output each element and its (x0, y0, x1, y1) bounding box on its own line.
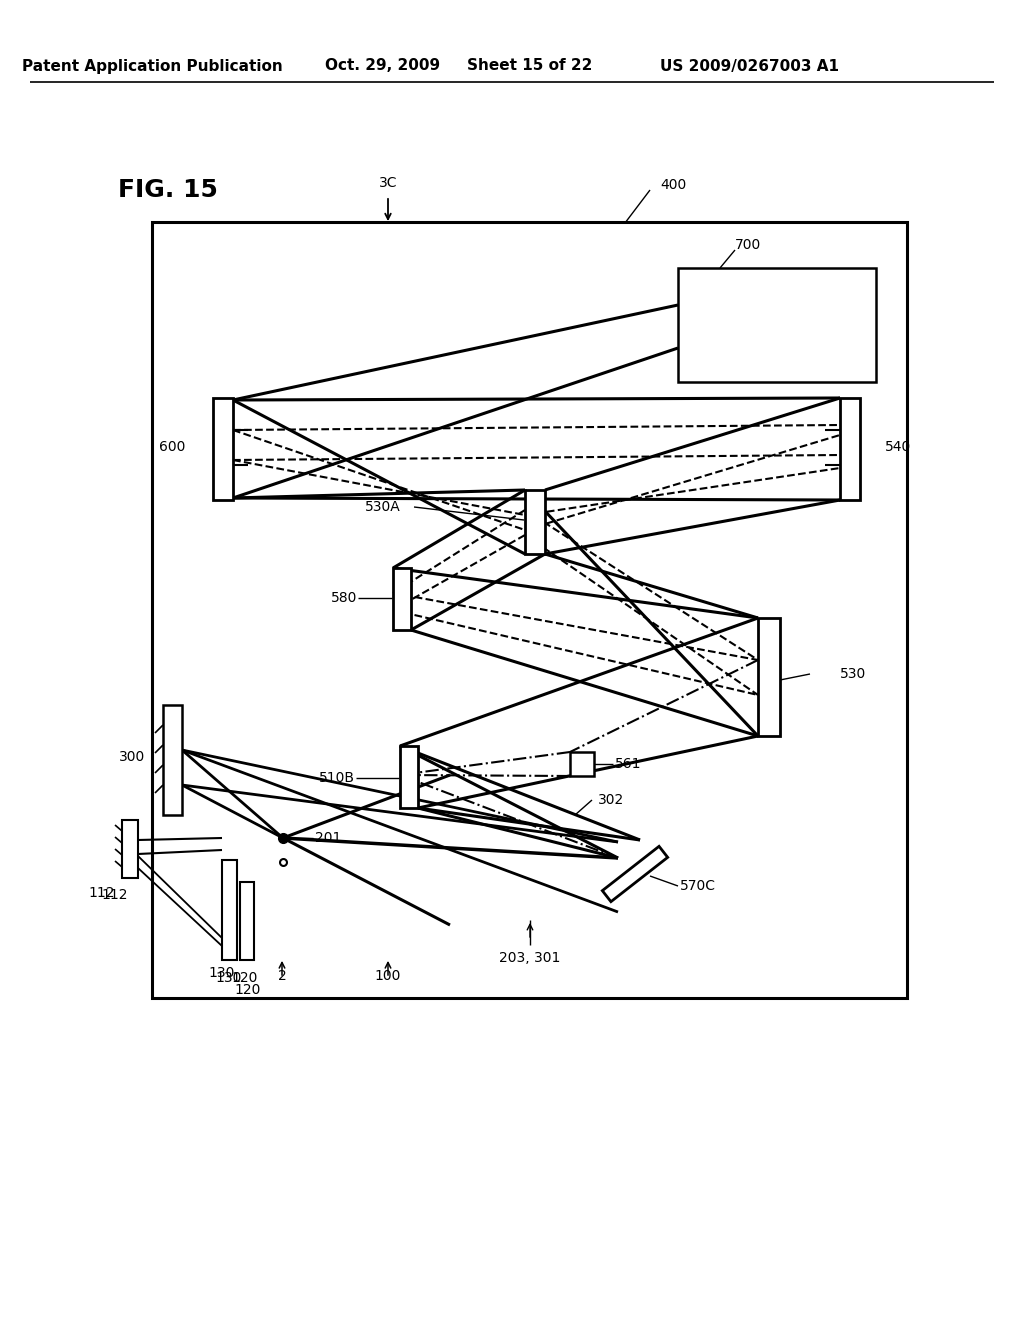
Text: 2: 2 (278, 969, 287, 983)
Text: 120: 120 (234, 983, 261, 997)
Text: Patent Application Publication: Patent Application Publication (22, 58, 283, 74)
Text: 130: 130 (216, 972, 243, 985)
Text: 530A: 530A (365, 500, 400, 513)
Text: Sheet 15 of 22: Sheet 15 of 22 (467, 58, 593, 74)
Text: 100: 100 (375, 969, 401, 983)
Bar (570, 752, 594, 776)
Text: 120: 120 (231, 972, 258, 985)
Bar (152, 222, 907, 998)
Text: 3C: 3C (379, 176, 397, 190)
Text: FIG. 15: FIG. 15 (118, 178, 218, 202)
Text: 570C: 570C (680, 879, 716, 894)
Polygon shape (602, 846, 668, 902)
Bar (222, 861, 237, 960)
Text: 600: 600 (159, 440, 185, 454)
Bar (240, 882, 254, 960)
Bar (525, 490, 545, 554)
Bar (678, 268, 876, 381)
Text: 201: 201 (315, 832, 341, 845)
Text: OPTICAL: OPTICAL (751, 318, 804, 331)
Text: 302: 302 (598, 793, 625, 807)
Text: PROJECTION: PROJECTION (738, 305, 815, 318)
Text: SYSTEM: SYSTEM (752, 333, 802, 346)
Bar (163, 705, 182, 814)
Text: Oct. 29, 2009: Oct. 29, 2009 (326, 58, 440, 74)
Text: 510B: 510B (319, 771, 355, 785)
Text: 112: 112 (88, 886, 115, 900)
Text: 300: 300 (119, 750, 145, 764)
Text: 112: 112 (101, 888, 128, 902)
Text: 561: 561 (615, 756, 641, 771)
Bar (758, 618, 780, 737)
Bar (122, 820, 138, 878)
Bar (393, 568, 411, 630)
Text: 540: 540 (885, 440, 911, 454)
Text: 400: 400 (660, 178, 686, 191)
Text: 580: 580 (331, 591, 357, 605)
Bar (840, 399, 860, 500)
Text: 130: 130 (209, 966, 236, 979)
Text: 203, 301: 203, 301 (500, 950, 561, 965)
Text: US 2009/0267003 A1: US 2009/0267003 A1 (660, 58, 840, 74)
Text: 700: 700 (735, 238, 761, 252)
Bar (213, 399, 233, 500)
Bar (400, 746, 418, 808)
Text: 530: 530 (840, 667, 866, 681)
